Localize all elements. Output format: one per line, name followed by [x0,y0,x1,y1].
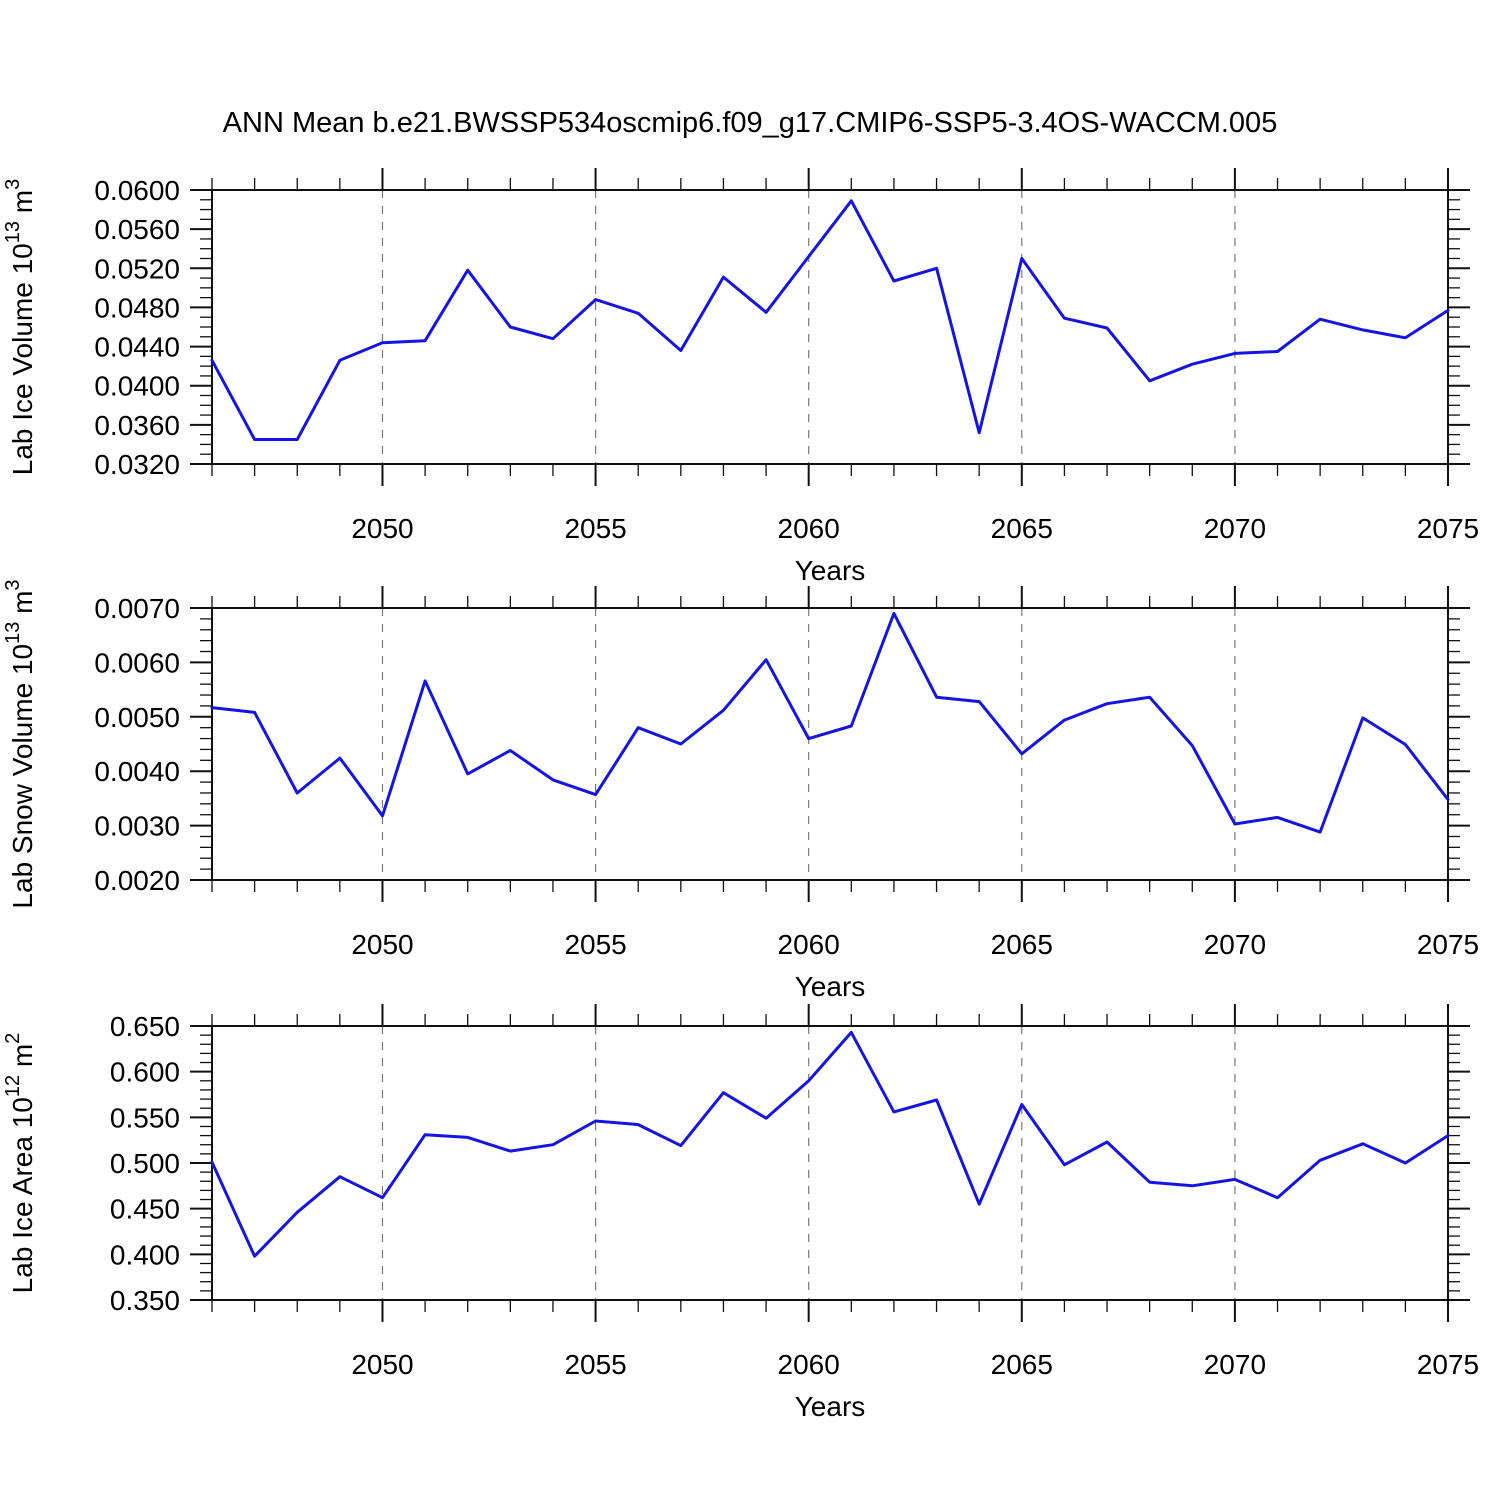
y-tick-label: 0.0050 [94,702,180,733]
data-line-lab-ice-volume [210,199,1450,441]
x-axis-title: Years [795,971,866,1002]
data-line-lab-snow-volume [210,611,1450,834]
figure-title: ANN Mean b.e21.BWSSP534oscmip6.f09_g17.C… [222,107,1278,139]
x-tick-label: 2050 [351,513,413,544]
y-tick-label: 0.0030 [94,811,180,842]
x-tick-label: 2065 [991,1349,1053,1380]
panel-lab-ice-volume: 2050 2055 2060 2065 2070 2075 Years 0.0320 0.036… [2,168,1479,586]
x-tick-label: 2070 [1204,1349,1266,1380]
panel-border [211,1025,1449,1301]
x-tick-label: 2075 [1417,513,1479,544]
y-tick-label: 0.0070 [94,593,180,624]
y-tick-label: 0.0320 [94,449,180,480]
y-tick-label: 0.0560 [94,214,180,245]
x-tick-label: 2060 [778,929,840,960]
x-tick-label: 2065 [991,929,1053,960]
y-tick-label: 0.600 [110,1057,180,1088]
x-tick-label: 2070 [1204,929,1266,960]
y-tick-label: 0.550 [110,1102,180,1133]
x-tick-label: 2055 [564,513,626,544]
y-tick-label: 0.500 [110,1148,180,1179]
x-tick-label: 2075 [1417,1349,1479,1380]
y-tick-label: 0.0060 [94,647,180,678]
y-tick-label: 0.400 [110,1239,180,1270]
y-tick-label: 0.650 [110,1011,180,1042]
x-tick-label: 2060 [778,513,840,544]
x-tick-label: 2050 [351,929,413,960]
x-tick-label: 2065 [991,513,1053,544]
x-tick-label: 2070 [1204,513,1266,544]
x-tick-label: 2050 [351,1349,413,1380]
x-tick-label: 2055 [564,1349,626,1380]
panel-border [211,607,1449,881]
panel-border [211,189,1449,465]
y-axis-title: Lab Ice Area 1012 m2 [2,1033,38,1294]
y-tick-label: 0.0400 [94,371,180,402]
y-tick-label: 0.0440 [94,332,180,363]
data-line-lab-ice-area [210,1030,1450,1258]
x-axis-title: Years [795,555,866,586]
x-tick-label: 2060 [778,1349,840,1380]
panel-lab-ice-area: 2050 2055 2060 2065 2070 2075 Years 0.350 0.400 0… [2,1004,1479,1422]
x-axis-title: Years [795,1391,866,1422]
y-tick-label: 0.450 [110,1194,180,1225]
y-tick-label: 0.0600 [94,175,180,206]
y-tick-label: 0.0360 [94,410,180,441]
y-tick-label: 0.0040 [94,756,180,787]
y-tick-label: 0.0020 [94,865,180,896]
y-tick-label: 0.0520 [94,253,180,284]
y-axis-title: Lab Snow Volume 1013 m3 [2,579,38,908]
x-tick-label: 2075 [1417,929,1479,960]
y-tick-label: 0.350 [110,1285,180,1316]
panel-lab-snow-volume: 2050 2055 2060 2065 2070 2075 Years 0.0020 0.003… [2,579,1479,1002]
y-axis-title: Lab Ice Volume 1013 m3 [2,179,38,475]
x-tick-label: 2055 [564,929,626,960]
y-tick-label: 0.0480 [94,292,180,323]
